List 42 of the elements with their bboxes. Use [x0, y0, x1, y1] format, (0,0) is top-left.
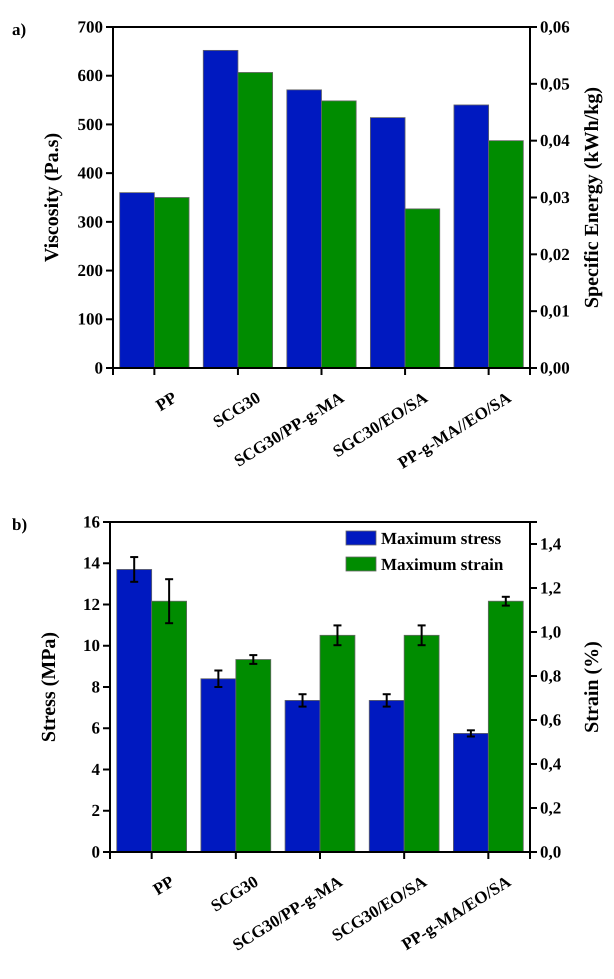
x-tick-label: PP: [150, 872, 178, 899]
y2-tick-label: 0,06: [540, 17, 570, 36]
y2-tick-label: 0,4: [540, 754, 562, 774]
y2-tick-label: 1,0: [540, 622, 562, 642]
y-tick-label: 300: [78, 212, 103, 232]
y-tick-label: 700: [78, 17, 103, 36]
y2-tick-label: 0,6: [540, 710, 562, 730]
y-tick-label: 100: [78, 310, 103, 329]
y-tick-label: 8: [92, 677, 100, 696]
y-tick-label: 500: [78, 114, 103, 134]
y2-axis-title: Strain (%): [581, 641, 603, 733]
y2-tick-label: 0,0: [540, 842, 562, 862]
y2-tick-label: 0,02: [540, 244, 570, 264]
y2-tick-label: 0,03: [540, 188, 570, 207]
y-tick-label: 10: [83, 636, 100, 656]
y-tick-label: 600: [78, 66, 103, 86]
y-tick-label: 2: [92, 801, 100, 820]
y-tick-label: 200: [78, 261, 103, 280]
chart-title: a): [12, 20, 26, 39]
y2-axis-title: Specific Energy (kWh/kg): [581, 86, 603, 308]
y-tick-label: 400: [78, 164, 103, 183]
legend-label: Maximum stress: [381, 529, 502, 548]
y-tick-label: 6: [92, 718, 100, 738]
y-tick-label: 0: [94, 358, 103, 378]
y2-tick-label: 0,00: [540, 358, 570, 378]
y2-tick-label: 0,2: [540, 798, 562, 818]
y2-tick-label: 0,8: [540, 666, 562, 686]
y-axis-title: Viscosity (Pa.s): [41, 132, 63, 262]
y2-tick-label: 0,05: [540, 74, 570, 94]
y2-tick-label: 1,4: [540, 534, 562, 554]
x-tick-label: PP: [152, 388, 180, 415]
y-tick-label: 14: [83, 554, 100, 573]
y-tick-label: 4: [92, 760, 100, 779]
legend-label: Maximum strain: [381, 555, 504, 574]
y2-tick-label: 0,01: [540, 302, 570, 321]
y-tick-label: 12: [83, 594, 100, 614]
chart-title: b): [12, 515, 28, 534]
y2-tick-label: 0,04: [540, 131, 570, 150]
y-tick-label: 16: [83, 512, 100, 532]
y-tick-label: 0: [92, 842, 100, 862]
y2-tick-label: 1,2: [540, 578, 562, 598]
y-axis-title: Stress (MPa): [38, 632, 60, 742]
